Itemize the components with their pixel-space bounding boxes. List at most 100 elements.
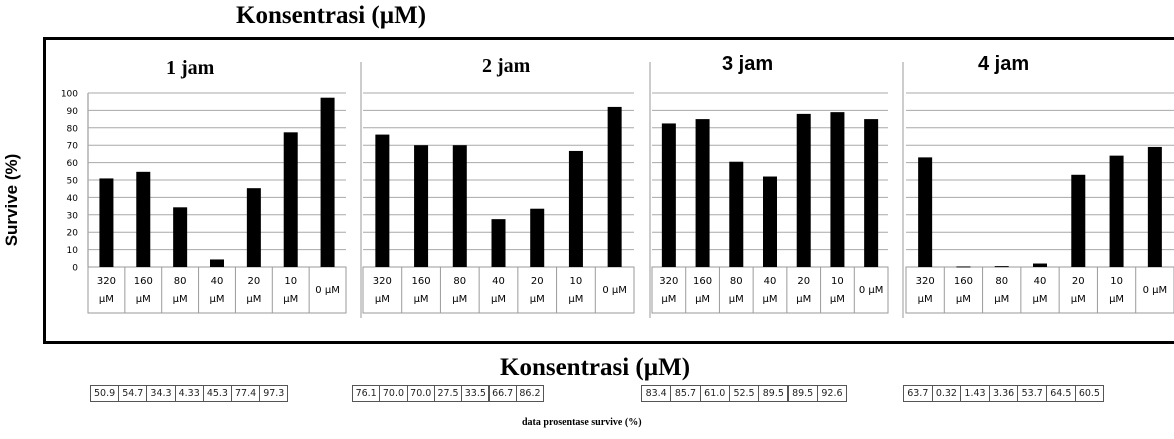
y-tick-label: 70: [67, 142, 79, 152]
table-cell: 86.2: [515, 385, 545, 402]
table-cell: 52.5: [728, 385, 760, 402]
category-axis-box: [905, 266, 1174, 314]
table-cell: 70.0: [406, 385, 435, 402]
x-tick-unit: µM: [1033, 294, 1048, 305]
x-tick-unit: µM: [661, 294, 676, 305]
x-tick-label: 320: [97, 276, 116, 287]
x-tick-unit: µM: [729, 294, 744, 305]
bar: [452, 145, 467, 267]
table-cell: 77.4: [231, 385, 261, 402]
bar: [568, 150, 583, 267]
bar: [491, 219, 506, 267]
x-tick-unit: µM: [695, 294, 710, 305]
x-tick-unit: µM: [994, 294, 1009, 305]
x-tick-unit: µM: [830, 294, 845, 305]
bar: [530, 208, 545, 267]
y-tick-label: 40: [67, 194, 79, 204]
table-caption: data prosentase survive (%): [522, 417, 642, 428]
bar: [375, 134, 390, 267]
bar: [661, 123, 676, 267]
bar: [210, 259, 224, 267]
x-tick-unit: µM: [210, 294, 225, 305]
bar: [729, 161, 744, 267]
x-tick-unit: µM: [452, 294, 467, 305]
bar: [320, 97, 335, 267]
x-tick-label: 20: [247, 276, 260, 287]
x-tick-unit: µM: [246, 294, 261, 305]
y-tick-label: 50: [67, 177, 79, 187]
table-cell: 89.5: [787, 385, 818, 402]
table-cell: 4.33: [174, 385, 204, 402]
y-tick-label: 100: [61, 90, 78, 100]
x-tick-label: 160: [134, 276, 153, 287]
bar: [1071, 174, 1086, 267]
bar: [99, 178, 114, 267]
x-tick-label: 20: [1072, 276, 1085, 287]
x-tick-label: 10: [284, 276, 297, 287]
y-tick-label: 10: [67, 246, 79, 256]
bar: [136, 171, 151, 267]
table-cell: 83.4: [641, 385, 672, 402]
x-tick-label: 160: [954, 276, 973, 287]
bar: [283, 132, 298, 267]
x-tick-unit: µM: [763, 294, 778, 305]
table-cell: 97.3: [259, 385, 289, 402]
table-cell: 89.5: [758, 385, 789, 402]
panel-title-1: 1 jam: [166, 57, 215, 79]
table-cell: 45.3: [202, 385, 232, 402]
x-tick-unit: µM: [796, 294, 811, 305]
bar: [607, 106, 622, 267]
y-tick-label: 80: [67, 124, 79, 134]
y-tick-label: 60: [67, 159, 79, 169]
y-tick-label: 90: [67, 107, 79, 117]
x-tick-label: 10: [1110, 276, 1123, 287]
x-tick-unit: µM: [99, 294, 114, 305]
table-cell: 61.0: [699, 385, 730, 402]
bar: [1147, 146, 1162, 267]
x-tick-label: 40: [764, 276, 777, 287]
x-tick-label: 320: [659, 276, 678, 287]
x-tick-unit: µM: [173, 294, 188, 305]
x-tick-label: 40: [211, 276, 224, 287]
y-tick-label: 20: [67, 229, 79, 239]
bar: [864, 119, 879, 267]
chart-frame: [43, 37, 1174, 344]
x-tick-unit: µM: [375, 294, 390, 305]
x-tick-label: 0 µM: [1143, 285, 1168, 296]
x-tick-unit: µM: [1071, 294, 1086, 305]
category-axis-box: [87, 266, 347, 314]
x-tick-unit: µM: [530, 294, 545, 305]
bar: [763, 176, 777, 267]
x-tick-unit: µM: [918, 294, 933, 305]
table-cell: 1.43: [960, 385, 990, 402]
x-tick-label: 0 µM: [602, 285, 627, 296]
table-cell: 53.7: [1017, 385, 1047, 402]
x-tick-label: 320: [916, 276, 935, 287]
table-cell: 70.0: [379, 385, 408, 402]
x-tick-label: 160: [412, 276, 431, 287]
table-cell: 63.7: [903, 385, 933, 402]
table-cell: 33.5: [461, 385, 490, 402]
panel-title-4: 4 jam: [978, 53, 1030, 75]
x-tick-label: 40: [492, 276, 505, 287]
x-tick-label: 80: [453, 276, 466, 287]
bar: [1109, 155, 1124, 267]
x-tick-unit: µM: [568, 294, 583, 305]
x-tick-label: 0 µM: [859, 285, 884, 296]
x-tick-label: 160: [693, 276, 712, 287]
x-tick-label: 80: [995, 276, 1008, 287]
table-cell: 85.7: [670, 385, 701, 402]
x-tick-unit: µM: [956, 294, 971, 305]
table-cell: 3.36: [988, 385, 1019, 402]
bar: [695, 119, 710, 267]
x-tick-label: 320: [373, 276, 392, 287]
bar: [414, 145, 429, 267]
x-tick-label: 10: [570, 276, 583, 287]
x-tick-unit: µM: [136, 294, 151, 305]
chart-title: Konsentrasi (µM): [236, 2, 427, 29]
x-tick-label: 20: [531, 276, 544, 287]
x-tick-label: 10: [831, 276, 844, 287]
bar: [918, 157, 933, 267]
table-cell: 60.5: [1074, 385, 1105, 402]
